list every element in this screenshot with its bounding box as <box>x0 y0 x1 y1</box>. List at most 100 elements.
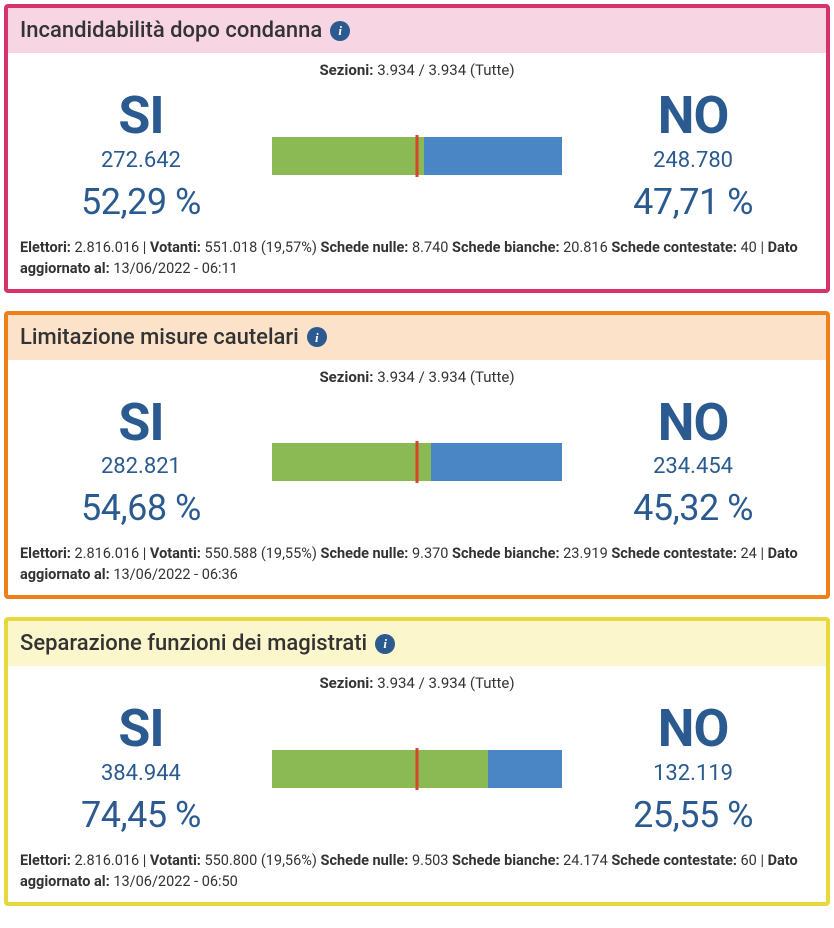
si-column: SI 282.821 54,68 % <box>20 396 262 530</box>
si-pct: 54,68 % <box>20 487 262 529</box>
si-column: SI 384.944 74,45 % <box>20 702 262 836</box>
card-footer: Elettori: 2.816.016 | Votanti: 550.800 (… <box>20 850 814 892</box>
schede-nulle-label: Schede nulle: <box>321 545 409 562</box>
no-label: NO <box>572 396 814 451</box>
si-count: 282.821 <box>20 454 262 479</box>
votanti-value: 550.800 (19,56%) <box>205 852 317 869</box>
si-count: 384.944 <box>20 761 262 786</box>
sezioni-label: Sezioni: <box>319 368 373 386</box>
info-icon[interactable]: i <box>330 21 350 41</box>
schede-contestate-value: 60 <box>741 852 757 869</box>
si-label: SI <box>20 702 262 757</box>
bar <box>272 443 562 481</box>
si-column: SI 272.642 52,29 % <box>20 89 262 223</box>
votanti-label: Votanti: <box>150 852 201 869</box>
card-body: Sezioni: 3.934 / 3.934 (Tutte) SI 282.82… <box>8 360 826 596</box>
bar-chart <box>272 443 562 481</box>
elettori-label: Elettori: <box>20 545 71 562</box>
bar <box>272 750 562 788</box>
info-icon[interactable]: i <box>375 634 395 654</box>
results-row: SI 282.821 54,68 % NO 234.454 45,32 % <box>20 396 814 530</box>
card-title: Separazione funzioni dei magistrati <box>20 631 367 656</box>
si-count: 272.642 <box>20 148 262 173</box>
dato-aggiornato-value: 13/06/2022 - 06:50 <box>113 873 237 890</box>
elettori-label: Elettori: <box>20 852 71 869</box>
no-count: 248.780 <box>572 148 814 173</box>
result-card: Separazione funzioni dei magistrati i Se… <box>4 617 830 906</box>
votanti-value: 550.588 (19,55%) <box>205 545 317 562</box>
schede-nulle-label: Schede nulle: <box>321 239 409 256</box>
votanti-label: Votanti: <box>150 545 201 562</box>
no-count: 234.454 <box>572 454 814 479</box>
elettori-value: 2.816.016 <box>74 239 139 256</box>
bar-chart <box>272 750 562 788</box>
bar-no-segment <box>488 750 562 788</box>
result-card: Incandidabilità dopo condanna i Sezioni:… <box>4 4 830 293</box>
schede-bianche-label: Schede bianche: <box>452 545 560 562</box>
bar-si-segment <box>272 443 431 481</box>
bar-50-marker <box>416 748 419 790</box>
si-pct: 74,45 % <box>20 794 262 836</box>
schede-bianche-label: Schede bianche: <box>452 852 560 869</box>
schede-contestate-label: Schede contestate: <box>611 852 737 869</box>
schede-nulle-value: 9.370 <box>412 545 448 562</box>
si-label: SI <box>20 396 262 451</box>
card-body: Sezioni: 3.934 / 3.934 (Tutte) SI 384.94… <box>8 666 826 902</box>
votanti-value: 551.018 (19,57%) <box>205 239 317 256</box>
no-label: NO <box>572 89 814 144</box>
si-label: SI <box>20 89 262 144</box>
bar-50-marker <box>416 441 419 483</box>
sezioni-label: Sezioni: <box>319 674 373 692</box>
elettori-label: Elettori: <box>20 239 71 256</box>
no-pct: 47,71 % <box>572 181 814 223</box>
bar-50-marker <box>416 135 419 177</box>
schede-nulle-label: Schede nulle: <box>321 852 409 869</box>
elettori-value: 2.816.016 <box>74 545 139 562</box>
no-column: NO 132.119 25,55 % <box>572 702 814 836</box>
results-row: SI 272.642 52,29 % NO 248.780 47,71 % <box>20 89 814 223</box>
bar-no-segment <box>424 137 562 175</box>
schede-bianche-label: Schede bianche: <box>452 239 560 256</box>
sezioni-line: Sezioni: 3.934 / 3.934 (Tutte) <box>20 674 814 692</box>
no-column: NO 248.780 47,71 % <box>572 89 814 223</box>
card-title: Incandidabilità dopo condanna <box>20 18 322 43</box>
no-label: NO <box>572 702 814 757</box>
dato-aggiornato-value: 13/06/2022 - 06:36 <box>113 566 237 583</box>
no-column: NO 234.454 45,32 % <box>572 396 814 530</box>
bar-si-segment <box>272 750 488 788</box>
sezioni-line: Sezioni: 3.934 / 3.934 (Tutte) <box>20 368 814 386</box>
card-header: Limitazione misure cautelari i <box>8 315 826 360</box>
elettori-value: 2.816.016 <box>74 852 139 869</box>
card-title: Limitazione misure cautelari <box>20 325 299 350</box>
schede-contestate-value: 24 <box>741 545 757 562</box>
card-footer: Elettori: 2.816.016 | Votanti: 551.018 (… <box>20 237 814 279</box>
results-row: SI 384.944 74,45 % NO 132.119 25,55 % <box>20 702 814 836</box>
schede-contestate-value: 40 <box>741 239 757 256</box>
schede-bianche-value: 24.174 <box>563 852 608 869</box>
schede-contestate-label: Schede contestate: <box>611 545 737 562</box>
dato-aggiornato-value: 13/06/2022 - 06:11 <box>113 260 237 277</box>
sezioni-value: 3.934 / 3.934 (Tutte) <box>377 674 514 692</box>
sezioni-value: 3.934 / 3.934 (Tutte) <box>377 61 514 79</box>
bar-no-segment <box>431 443 562 481</box>
schede-nulle-value: 8.740 <box>412 239 448 256</box>
sezioni-line: Sezioni: 3.934 / 3.934 (Tutte) <box>20 61 814 79</box>
card-header: Separazione funzioni dei magistrati i <box>8 621 826 666</box>
info-icon[interactable]: i <box>307 327 327 347</box>
bar-si-segment <box>272 137 424 175</box>
schede-nulle-value: 9.503 <box>412 852 448 869</box>
no-count: 132.119 <box>572 761 814 786</box>
no-pct: 25,55 % <box>572 794 814 836</box>
votanti-label: Votanti: <box>150 239 201 256</box>
schede-bianche-value: 20.816 <box>563 239 608 256</box>
no-pct: 45,32 % <box>572 487 814 529</box>
card-body: Sezioni: 3.934 / 3.934 (Tutte) SI 272.64… <box>8 53 826 289</box>
schede-contestate-label: Schede contestate: <box>611 239 737 256</box>
bar-chart <box>272 137 562 175</box>
sezioni-value: 3.934 / 3.934 (Tutte) <box>377 368 514 386</box>
card-footer: Elettori: 2.816.016 | Votanti: 550.588 (… <box>20 543 814 585</box>
result-card: Limitazione misure cautelari i Sezioni: … <box>4 311 830 600</box>
schede-bianche-value: 23.919 <box>563 545 608 562</box>
sezioni-label: Sezioni: <box>319 61 373 79</box>
bar <box>272 137 562 175</box>
